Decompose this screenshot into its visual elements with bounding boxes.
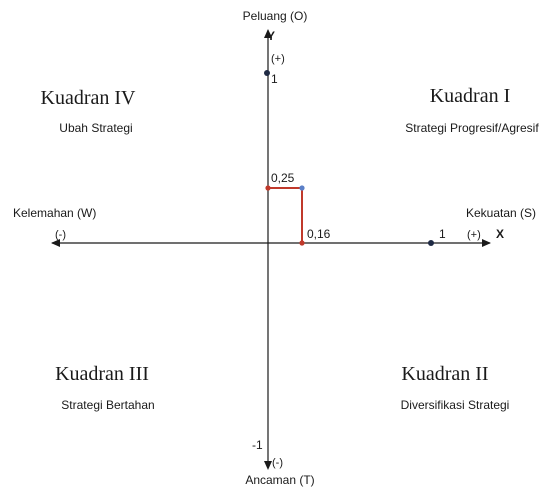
axis-letter-y: Y <box>267 29 275 43</box>
quadrant-1-strategy: Strategi Progresif/Agresif <box>405 121 539 135</box>
y-max-tick-label: 1 <box>271 72 278 86</box>
y-positive-sign: (+) <box>271 53 285 65</box>
axis-label-left: Kelemahan (W) <box>13 206 96 220</box>
x-max-tick-label: 1 <box>439 227 446 241</box>
x-negative-sign: (-) <box>55 229 66 241</box>
x-max-point <box>428 240 434 246</box>
y-negative-sign: (-) <box>272 457 283 469</box>
quadrant-4-title: Kuadran IV <box>41 87 137 109</box>
quadrant-2-strategy: Diversifikasi Strategi <box>401 398 510 412</box>
quadrant-1-title: Kuadran I <box>430 85 511 107</box>
y-min-tick-label: -1 <box>252 438 263 452</box>
y-value-label: 0,25 <box>271 171 295 185</box>
quadrant-3-strategy: Strategi Bertahan <box>61 398 154 412</box>
quadrant-4-strategy: Ubah Strategi <box>59 121 132 135</box>
quadrant-3-title: Kuadran III <box>55 363 149 385</box>
x-positive-sign: (+) <box>467 229 481 241</box>
axis-label-top: Peluang (O) <box>243 9 308 23</box>
axis-label-right: Kekuatan (S) <box>466 206 536 220</box>
y-value-point <box>265 185 271 191</box>
y-axis-arrow-up <box>264 29 272 38</box>
position-point <box>299 185 305 191</box>
quadrant-2-title: Kuadran II <box>401 363 488 385</box>
axes <box>51 29 491 470</box>
y-axis-arrow-down <box>264 461 272 470</box>
x-value-point <box>299 240 305 246</box>
axis-letter-x: X <box>496 227 504 241</box>
x-axis-arrow-left <box>51 239 60 247</box>
x-value-label: 0,16 <box>307 227 331 241</box>
axis-label-bottom: Ancaman (T) <box>245 473 314 487</box>
x-axis-arrow-right <box>482 239 491 247</box>
y-max-point <box>264 70 270 76</box>
position-marker <box>265 185 305 246</box>
